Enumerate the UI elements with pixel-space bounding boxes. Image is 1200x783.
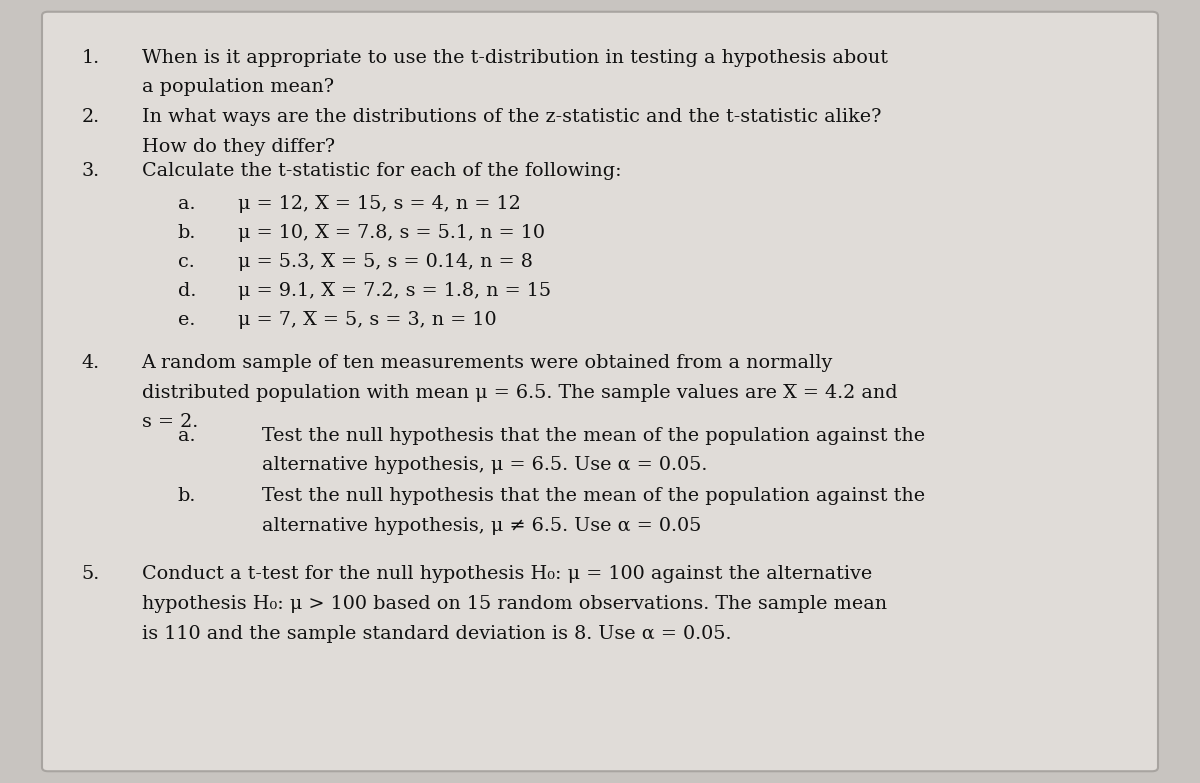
Text: μ = 5.3, X̅ = 5, s = 0.14, n = 8: μ = 5.3, X̅ = 5, s = 0.14, n = 8 — [238, 253, 533, 271]
Text: a.: a. — [178, 427, 196, 445]
Text: hypothesis H₀: μ > 100 based on 15 random observations. The sample mean: hypothesis H₀: μ > 100 based on 15 rando… — [142, 595, 887, 613]
Text: distributed population with mean μ = 6.5. The sample values are X̅ = 4.2 and: distributed population with mean μ = 6.5… — [142, 384, 898, 402]
Text: a population mean?: a population mean? — [142, 78, 334, 96]
Text: Test the null hypothesis that the mean of the population against the: Test the null hypothesis that the mean o… — [262, 427, 925, 445]
Text: s = 2.: s = 2. — [142, 413, 198, 431]
Text: Conduct a t-test for the null hypothesis H₀: μ = 100 against the alternative: Conduct a t-test for the null hypothesis… — [142, 565, 872, 583]
Text: In what ways are the distributions of the z-statistic and the t-statistic alike?: In what ways are the distributions of th… — [142, 108, 881, 126]
Text: 5.: 5. — [82, 565, 100, 583]
Text: 1.: 1. — [82, 49, 100, 67]
Text: μ = 9.1, X̅ = 7.2, s = 1.8, n = 15: μ = 9.1, X̅ = 7.2, s = 1.8, n = 15 — [238, 282, 551, 300]
Text: When is it appropriate to use the t-distribution in testing a hypothesis about: When is it appropriate to use the t-dist… — [142, 49, 888, 67]
Text: a.: a. — [178, 195, 196, 213]
Text: μ = 12, X̅ = 15, s = 4, n = 12: μ = 12, X̅ = 15, s = 4, n = 12 — [238, 195, 521, 213]
Text: e.: e. — [178, 311, 194, 329]
Text: c.: c. — [178, 253, 194, 271]
Text: Test the null hypothesis that the mean of the population against the: Test the null hypothesis that the mean o… — [262, 487, 925, 505]
FancyBboxPatch shape — [42, 12, 1158, 771]
Text: μ = 10, X̅ = 7.8, s = 5.1, n = 10: μ = 10, X̅ = 7.8, s = 5.1, n = 10 — [238, 224, 545, 242]
Text: b.: b. — [178, 224, 196, 242]
Text: is 110 and the sample standard deviation is 8. Use α = 0.05.: is 110 and the sample standard deviation… — [142, 625, 731, 643]
Text: μ = 7, X̅ = 5, s = 3, n = 10: μ = 7, X̅ = 5, s = 3, n = 10 — [238, 311, 497, 329]
Text: alternative hypothesis, μ = 6.5. Use α = 0.05.: alternative hypothesis, μ = 6.5. Use α =… — [262, 456, 707, 474]
Text: d.: d. — [178, 282, 196, 300]
Text: 2.: 2. — [82, 108, 100, 126]
Text: Calculate the t-statistic for each of the following:: Calculate the t-statistic for each of th… — [142, 162, 622, 180]
Text: alternative hypothesis, μ ≠ 6.5. Use α = 0.05: alternative hypothesis, μ ≠ 6.5. Use α =… — [262, 517, 701, 535]
Text: A random sample of ten measurements were obtained from a normally: A random sample of ten measurements were… — [142, 354, 833, 372]
Text: b.: b. — [178, 487, 196, 505]
Text: 3.: 3. — [82, 162, 100, 180]
Text: 4.: 4. — [82, 354, 100, 372]
Text: How do they differ?: How do they differ? — [142, 138, 335, 156]
